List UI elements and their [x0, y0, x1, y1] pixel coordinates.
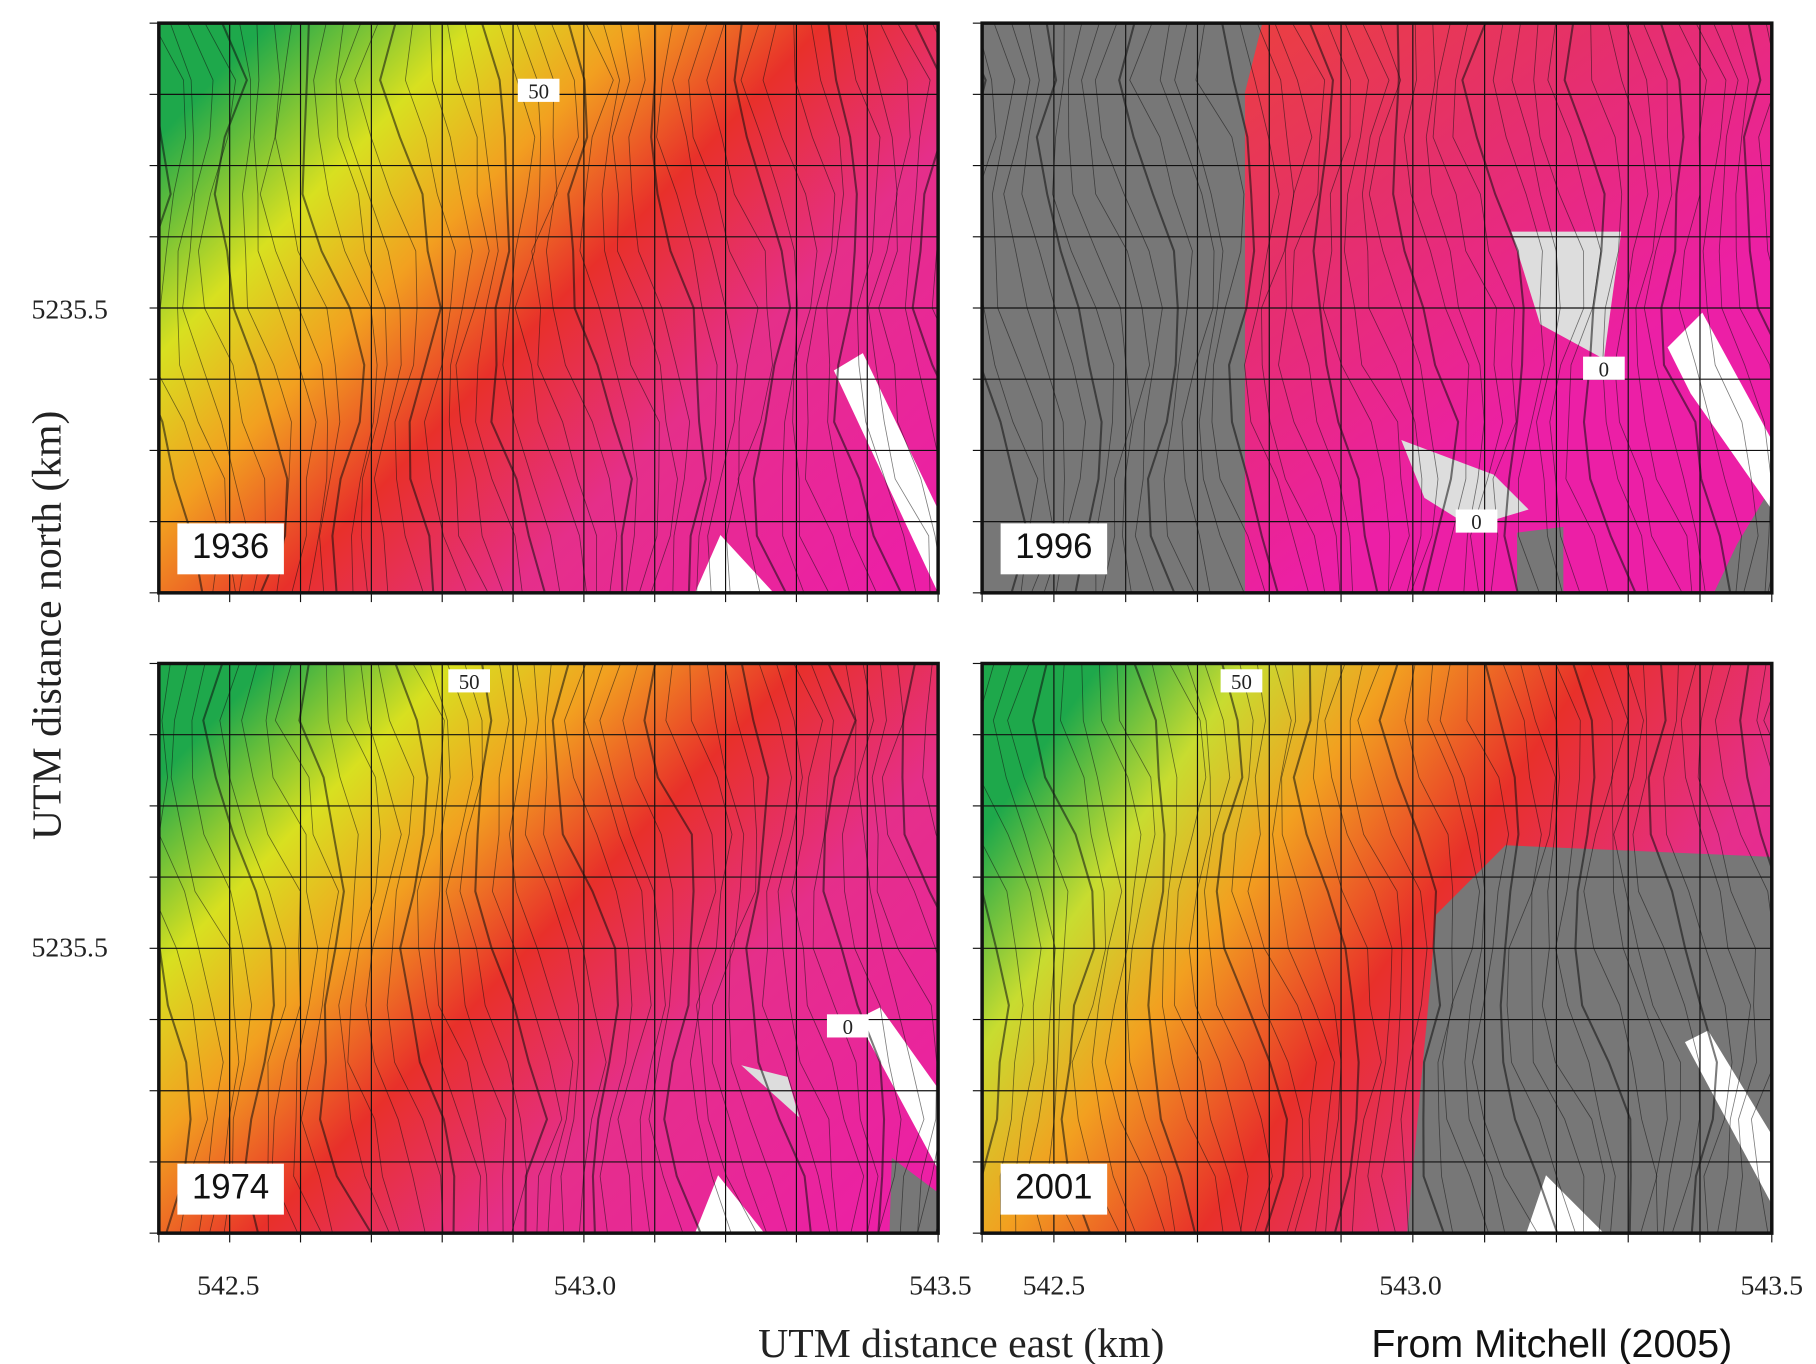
contour-line	[1790, 23, 1816, 593]
x-axis-title: UTM distance east (km)	[758, 1321, 1164, 1364]
y-axis-title: UTM distance north (km)	[24, 411, 70, 840]
contour-label: 50	[528, 79, 549, 103]
y-tick-label: 5235.5	[32, 294, 108, 325]
contour-line	[1805, 23, 1816, 593]
map-panel	[136, 23, 1120, 593]
panel-label: 1974	[192, 1168, 269, 1206]
panel-label: 1996	[1015, 528, 1092, 566]
map-panel	[945, 663, 1816, 1233]
panel-label: 1936	[192, 528, 269, 566]
contour-label: 50	[459, 670, 480, 694]
map-panel	[959, 23, 1816, 593]
x-tick-label: 542.5	[1023, 1271, 1085, 1302]
contour-label: 0	[1599, 357, 1609, 381]
x-tick-label: 543.0	[554, 1271, 616, 1302]
credit: From Mitchell (2005)	[1371, 1322, 1732, 1364]
y-tick-label: 5235.5	[32, 932, 108, 963]
contour-line	[1791, 663, 1816, 1233]
contour-label: 0	[1471, 510, 1481, 534]
figure: 1936199619742001500050050 5235.5 5235.5 …	[0, 0, 1816, 1364]
contour-line	[1771, 23, 1816, 593]
x-tick-label: 542.5	[197, 1271, 259, 1302]
contour-label: 50	[1231, 670, 1252, 694]
x-tick-label: 543.0	[1379, 1271, 1441, 1302]
x-tick-label: 543.5	[909, 1271, 971, 1302]
x-tick-label: 543.5	[1741, 1271, 1803, 1302]
panel-label: 2001	[1015, 1168, 1092, 1206]
contour-label: 0	[843, 1015, 853, 1039]
